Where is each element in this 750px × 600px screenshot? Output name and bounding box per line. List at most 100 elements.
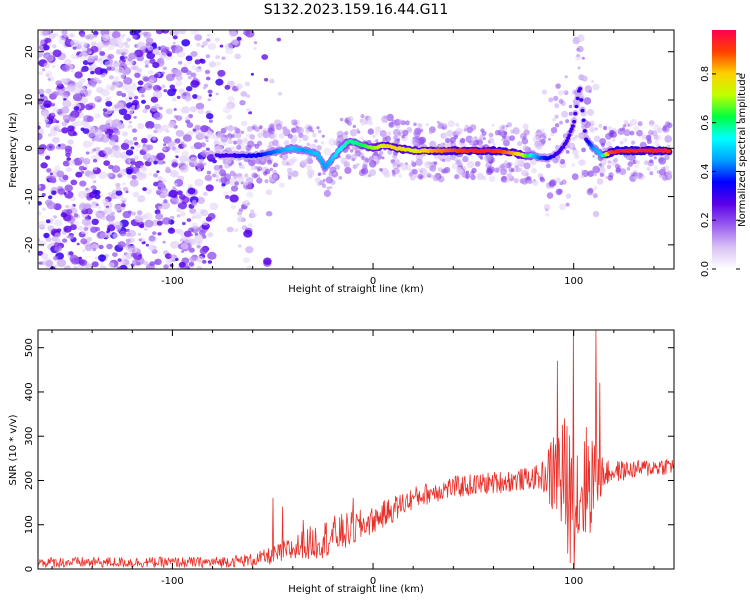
halo-blob [555, 83, 561, 89]
noise-blob [95, 155, 102, 161]
halo-blob [653, 156, 657, 160]
halo-blob [436, 120, 440, 124]
halo-blob [649, 159, 654, 164]
snr-plot-area [38, 330, 674, 569]
noise-blob [189, 106, 197, 113]
noise-blob [161, 84, 166, 89]
noise-blob [246, 133, 251, 138]
noise-blob [215, 78, 224, 86]
noise-blob [153, 173, 159, 178]
noise-blob [214, 169, 221, 175]
noise-blob [202, 86, 206, 90]
noise-blob [193, 142, 203, 150]
noise-blob [52, 49, 62, 58]
noise-blob [206, 38, 211, 42]
halo-blob [219, 169, 227, 177]
noise-blob [88, 102, 93, 106]
halo-blob [491, 123, 495, 127]
halo-blob [606, 141, 612, 147]
noise-blob [146, 135, 152, 140]
noise-blob [116, 229, 121, 232]
noise-blob [79, 180, 87, 187]
halo-blob [663, 124, 667, 129]
noise-blob [103, 207, 113, 215]
noise-blob [106, 66, 112, 71]
halo-blob [524, 172, 530, 177]
noise-blob [188, 247, 195, 253]
noise-blob [78, 45, 82, 48]
halo-blob [402, 129, 409, 136]
halo-blob [236, 138, 243, 145]
noise-blob [128, 120, 132, 124]
noise-blob [245, 246, 254, 254]
noise-blob [72, 46, 77, 50]
noise-speckle [38, 30, 285, 269]
halo-blob [598, 166, 606, 175]
noise-blob [38, 211, 42, 216]
noise-blob [57, 188, 66, 195]
noise-blob [60, 212, 67, 218]
halo-blob [392, 161, 398, 167]
halo-blob [243, 180, 249, 186]
noise-blob [90, 41, 97, 47]
noise-blob [229, 194, 239, 203]
halo-blob [559, 181, 564, 186]
noise-blob [237, 216, 245, 223]
spectrogram-xlabel: Height of straight line (km) [288, 284, 424, 295]
y-tick-label: 200 [24, 471, 35, 490]
noise-blob [84, 244, 93, 252]
noise-blob [172, 35, 178, 40]
halo-blob [484, 154, 492, 162]
noise-blob [70, 39, 80, 47]
noise-blob [117, 258, 122, 262]
halo-blob [254, 143, 260, 149]
noise-blob [132, 65, 139, 71]
noise-blob [68, 159, 76, 166]
noise-blob [156, 152, 166, 161]
noise-blob [139, 177, 144, 181]
noise-blob [162, 161, 166, 164]
noise-blob [80, 68, 85, 73]
snr-ylabel: SNR (10 * v/v) [8, 414, 19, 485]
halo-blob [392, 173, 395, 177]
noise-blob [45, 88, 52, 94]
noise-blob [92, 30, 99, 36]
noise-blob [99, 51, 106, 56]
noise-blob [127, 124, 133, 129]
halo-blob [589, 126, 596, 133]
halo-blob [577, 66, 581, 70]
halo-blob [304, 129, 310, 134]
noise-blob [152, 136, 157, 141]
noise-blob [190, 80, 200, 88]
noise-blob [94, 67, 104, 75]
noise-blob [138, 238, 142, 242]
halo-blob [486, 162, 490, 166]
halo-blob [623, 129, 631, 137]
noise-blob [48, 195, 53, 200]
noise-blob [125, 190, 129, 194]
halo-blob [291, 127, 296, 133]
halo-blob [236, 144, 242, 150]
noise-blob [121, 66, 132, 75]
halo-blob [540, 177, 546, 183]
halo-blob [565, 150, 570, 154]
halo-blob [272, 139, 279, 146]
halo-blob [534, 141, 542, 149]
noise-blob [196, 265, 202, 269]
noise-blob [121, 33, 126, 38]
halo-blob [513, 178, 519, 184]
noise-blob [134, 95, 139, 100]
noise-blob [66, 84, 76, 92]
noise-blob [234, 228, 239, 233]
noise-blob [38, 238, 41, 243]
noise-blob [269, 78, 275, 84]
noise-blob [192, 239, 200, 246]
halo-blob [257, 132, 263, 139]
noise-blob [207, 33, 211, 37]
noise-blob [174, 148, 181, 154]
halo-blob [522, 123, 529, 130]
noise-blob [230, 204, 236, 210]
halo-blob [646, 166, 651, 172]
noise-blob [105, 214, 116, 222]
noise-blob [122, 59, 126, 63]
